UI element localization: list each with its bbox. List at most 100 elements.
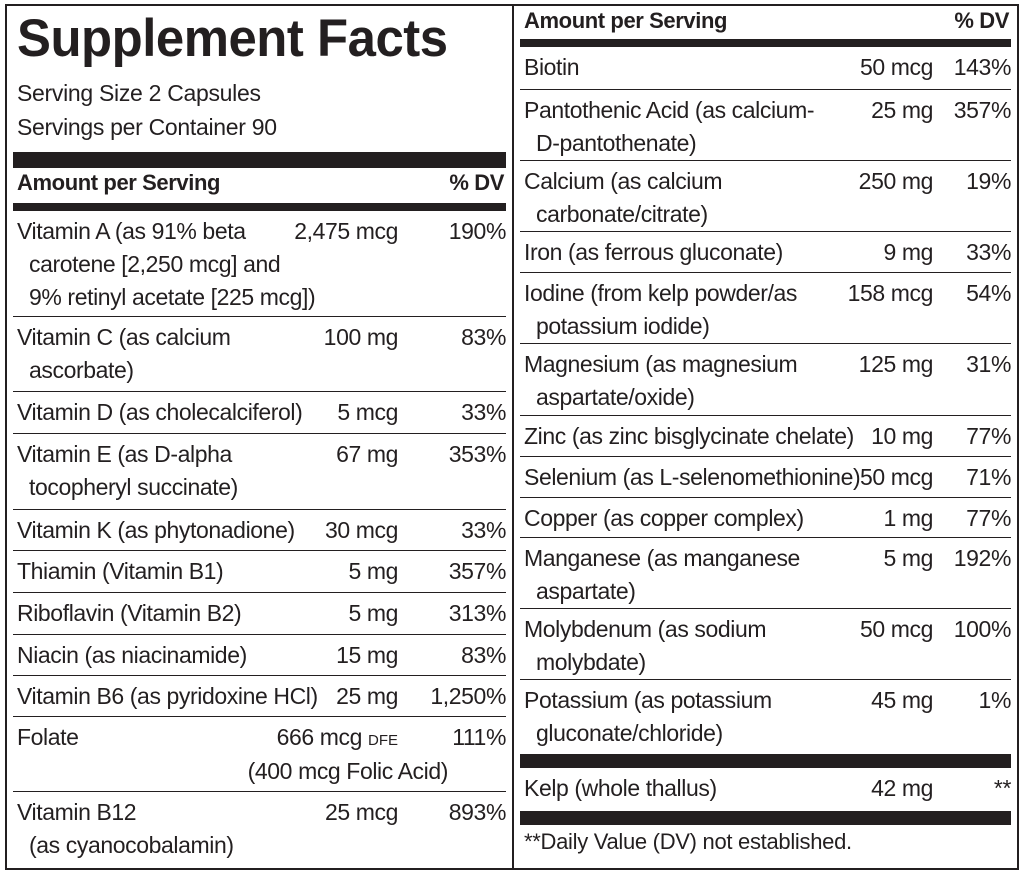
nutrient-name-line: molybdate) bbox=[536, 649, 646, 675]
nutrient-name-line: potassium iodide) bbox=[536, 313, 710, 339]
nutrient-name-line: Molybdenum (as sodium bbox=[524, 616, 767, 642]
nutrient-name: Vitamin K (as phytonadione) bbox=[17, 514, 295, 547]
thick-divider bbox=[520, 811, 1011, 825]
amount-value: 67 mg bbox=[336, 441, 398, 467]
nutrient-amount: 5 mg bbox=[883, 542, 933, 575]
nutrient-amount: 2,475 mcg bbox=[294, 215, 398, 248]
nutrient-name: Iron (as ferrous gluconate) bbox=[524, 236, 783, 269]
serving-size: Serving Size 2 Capsules bbox=[17, 80, 261, 106]
nutrient-row: Folate 666 mcg DFE 111% (400 mcg Folic Acid… bbox=[13, 716, 506, 791]
nutrient-amount: 666 mcg DFE bbox=[277, 721, 398, 757]
nutrient-row: Selenium (as L-selenomethionine) 50 mcg 71… bbox=[520, 456, 1011, 497]
nutrient-name: Vitamin E (as D-alpha tocopheryl succinat… bbox=[17, 438, 238, 504]
nutrient-name-line: Manganese (as manganese bbox=[524, 545, 800, 571]
nutrient-name: Vitamin B6 (as pyridoxine HCl) bbox=[17, 680, 318, 713]
nutrient-amount: 25 mg bbox=[871, 94, 933, 127]
nutrient-name: Calcium (as calcium carbonate/citrate) bbox=[524, 165, 723, 231]
nutrient-amount: 25 mcg bbox=[325, 796, 398, 829]
nutrient-row: Vitamin K (as phytonadione) 30 mcg 33% bbox=[13, 509, 506, 550]
nutrient-percent-dv: 1,250% bbox=[430, 683, 506, 709]
amount-value: 125 mg bbox=[858, 351, 934, 377]
nutrient-row: Vitamin B6 (as pyridoxine HCl) 25 mg 1,250… bbox=[13, 675, 506, 716]
nutrient-percent-dv: 77% bbox=[966, 505, 1011, 531]
header-percent-dv: % DV bbox=[449, 170, 504, 195]
nutrient-amount: 10 mg bbox=[871, 420, 933, 453]
nutrient-name-line: Pantothenic Acid (as calcium- bbox=[524, 97, 815, 123]
amount-value: 45 mg bbox=[871, 687, 933, 713]
amount-value: 25 mg bbox=[336, 683, 398, 709]
nutrient-name-line: Magnesium (as magnesium bbox=[524, 351, 798, 377]
nutrient-percent-dv: 19% bbox=[966, 168, 1011, 194]
nutrient-percent-dv: 357% bbox=[448, 558, 507, 584]
nutrient-name-line: Vitamin B6 (as pyridoxine HCl) bbox=[17, 683, 318, 709]
nutrient-name: Potassium (as potassium gluconate/chlorid… bbox=[524, 684, 772, 750]
header-percent-dv: % DV bbox=[954, 8, 1009, 33]
nutrient-percent-dv: 83% bbox=[461, 324, 506, 350]
nutrient-name-line: Vitamin K (as phytonadione) bbox=[17, 517, 295, 543]
amount-value: 9 mg bbox=[883, 239, 933, 265]
amount-value: 10 mg bbox=[871, 423, 933, 449]
nutrient-amount: 1 mg bbox=[883, 502, 933, 535]
amount-value: 42 mg bbox=[871, 775, 933, 801]
nutrient-name-line: Calcium (as calcium bbox=[524, 168, 723, 194]
nutrient-percent-dv: 100% bbox=[953, 616, 1012, 642]
nutrient-row: Magnesium (as magnesium aspartate/oxide) 1… bbox=[520, 343, 1011, 415]
nutrient-name-line: carotene [2,250 mcg] and bbox=[29, 251, 281, 277]
amount-value: 50 mcg bbox=[859, 616, 933, 642]
nutrient-row: Biotin 50 mcg 143% bbox=[520, 47, 1011, 89]
nutrient-name-line: Potassium (as potassium bbox=[524, 687, 772, 713]
nutrient-name-line: D-pantothenate) bbox=[536, 130, 697, 156]
nutrient-amount: 5 mg bbox=[348, 597, 398, 630]
nutrient-name-line: aspartate) bbox=[536, 578, 636, 604]
thick-divider bbox=[520, 754, 1011, 768]
nutrient-name-line: Niacin (as niacinamide) bbox=[17, 642, 247, 668]
nutrient-percent-dv: 143% bbox=[953, 54, 1012, 80]
nutrient-name: Copper (as copper complex) bbox=[524, 502, 804, 535]
nutrient-name-line: Copper (as copper complex) bbox=[524, 505, 804, 531]
nutrient-amount: 158 mcg bbox=[848, 277, 934, 310]
nutrient-name-line: Zinc (as zinc bisglycinate chelate) bbox=[524, 423, 854, 449]
column-header: Amount per Serving % DV bbox=[17, 170, 504, 196]
nutrient-amount: 100 mg bbox=[324, 321, 399, 354]
nutrient-name-line: carbonate/citrate) bbox=[536, 201, 708, 227]
nutrient-percent-dv: 77% bbox=[966, 423, 1011, 449]
nutrient-name-line: Vitamin C (as calcium bbox=[17, 324, 231, 350]
nutrient-percent-dv: 893% bbox=[448, 799, 507, 825]
nutrient-name: Folate bbox=[17, 721, 79, 754]
nutrient-name-line: Selenium (as L-selenomethionine) bbox=[524, 464, 861, 490]
nutrient-percent-dv: 190% bbox=[448, 218, 507, 244]
amount-value: 50 mcg bbox=[859, 464, 933, 490]
nutrient-percent-dv: 192% bbox=[953, 545, 1012, 571]
column-header: Amount per Serving % DV bbox=[524, 8, 1009, 34]
nutrient-name-line: Folate bbox=[17, 724, 79, 750]
nutrient-name-line: Kelp (whole thallus) bbox=[524, 775, 717, 801]
amount-value: 5 mg bbox=[348, 558, 398, 584]
nutrient-amount: 50 mcg bbox=[860, 613, 933, 646]
nutrient-row: Calcium (as calcium carbonate/citrate) 250… bbox=[520, 160, 1011, 231]
nutrient-amount: 42 mg bbox=[871, 772, 933, 805]
nutrient-row: Kelp (whole thallus) 42 mg ** bbox=[520, 768, 1011, 811]
header-amount-per-serving: Amount per Serving bbox=[17, 170, 221, 195]
nutrient-name-line: Iron (as ferrous gluconate) bbox=[524, 239, 783, 265]
nutrient-name-line: Vitamin B12 bbox=[17, 799, 137, 825]
medium-divider bbox=[520, 39, 1011, 47]
amount-unit-suffix: DFE bbox=[368, 732, 398, 749]
nutrient-name-line: 9% retinyl acetate [225 mcg]) bbox=[29, 284, 316, 310]
amount-value: 1 mg bbox=[883, 505, 933, 531]
nutrient-name-line: (as cyanocobalamin) bbox=[29, 832, 234, 858]
amount-value: 2,475 mcg bbox=[294, 218, 398, 244]
nutrient-row: Zinc (as zinc bisglycinate chelate) 10 mg… bbox=[520, 415, 1011, 456]
nutrient-row: Manganese (as manganese aspartate) 5 mg 192… bbox=[520, 537, 1011, 608]
nutrient-name-line: aspartate/oxide) bbox=[536, 384, 695, 410]
amount-value: 5 mg bbox=[883, 545, 933, 571]
nutrient-percent-dv: 83% bbox=[461, 642, 506, 668]
nutrient-name: Vitamin B12 (as cyanocobalamin) bbox=[17, 796, 234, 862]
nutrient-name: Riboflavin (Vitamin B2) bbox=[17, 597, 242, 630]
nutrient-name-line: Vitamin E (as D-alpha bbox=[17, 441, 232, 467]
thick-divider bbox=[13, 152, 506, 168]
nutrient-sub-line: (400 mcg Folic Acid) bbox=[247, 758, 449, 784]
nutrient-name: Iodine (from kelp powder/as potassium iod… bbox=[524, 277, 797, 343]
servings-per-container: Servings per Container 90 bbox=[17, 114, 277, 140]
nutrient-percent-dv: 71% bbox=[966, 464, 1011, 490]
nutrient-amount: 25 mg bbox=[336, 680, 398, 713]
